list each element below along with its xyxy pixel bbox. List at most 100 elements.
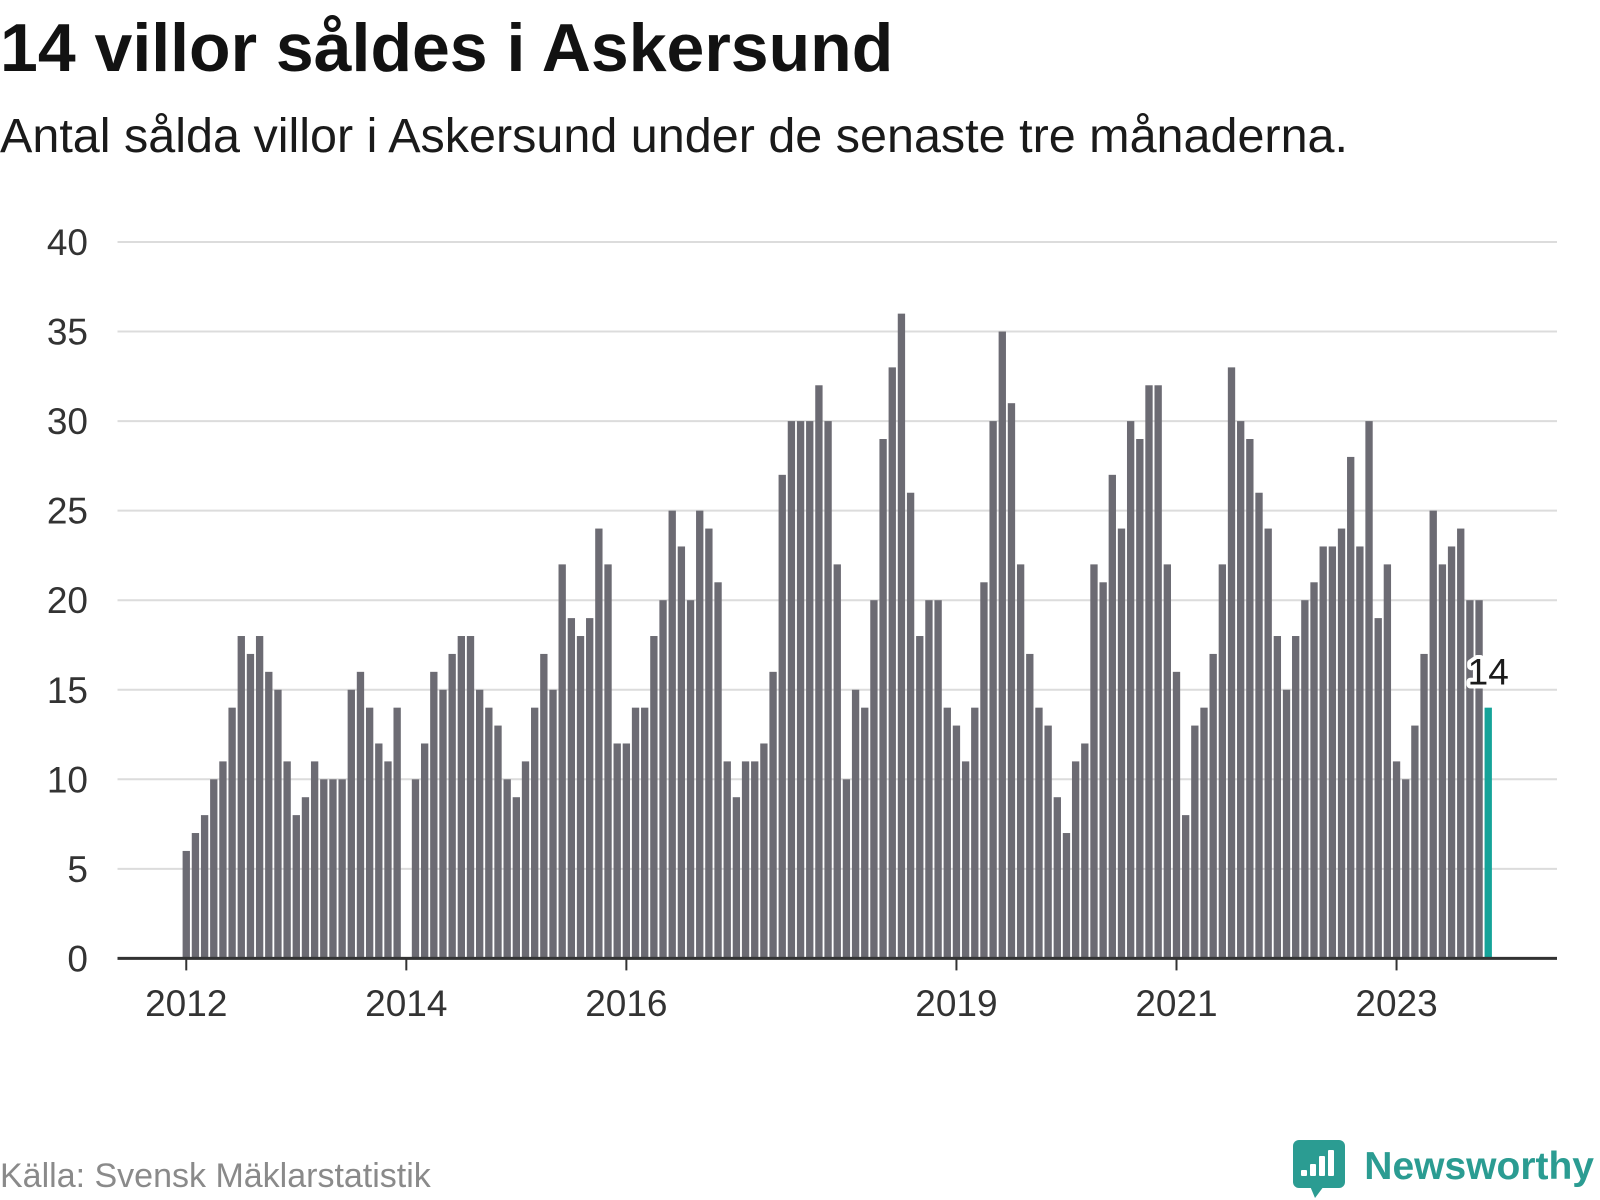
bar (1337, 528, 1346, 959)
bar (1016, 564, 1025, 959)
bar (1145, 385, 1153, 959)
x-tick-label: 2016 (585, 983, 667, 1024)
x-tick-label: 2014 (365, 983, 447, 1024)
bar (1438, 564, 1447, 959)
bar (558, 564, 566, 959)
bar (650, 636, 658, 959)
bar (888, 367, 896, 959)
bar (1475, 600, 1483, 959)
bar (1402, 779, 1410, 959)
bar (1246, 439, 1254, 959)
bar (604, 564, 612, 959)
bar (925, 600, 933, 959)
bar (824, 421, 832, 959)
bar (356, 671, 365, 959)
bar (1255, 492, 1263, 959)
bar (842, 779, 851, 959)
bar (475, 689, 484, 959)
bar (723, 761, 731, 959)
bar (751, 761, 759, 959)
bar (1007, 403, 1016, 959)
bar (1392, 761, 1401, 959)
bar (310, 761, 319, 959)
bar (1044, 725, 1052, 959)
bar (200, 815, 209, 959)
bar (1053, 797, 1061, 959)
y-axis: 0 5 10 15 20 25 30 35 40 (47, 222, 88, 979)
bar (732, 797, 741, 959)
bar (833, 564, 841, 959)
bar (1071, 761, 1080, 959)
chart-title: 14 villor såldes i Askersund (0, 10, 894, 86)
bar (420, 743, 429, 959)
bar (989, 421, 997, 959)
bar (870, 600, 878, 959)
bar (338, 779, 346, 959)
bar (595, 528, 603, 959)
bar (760, 743, 768, 959)
bar (1429, 510, 1437, 959)
y-tick-label: 5 (67, 849, 88, 890)
bar (1108, 474, 1116, 959)
bar (512, 797, 521, 959)
bar (503, 779, 511, 959)
bar (219, 761, 227, 959)
bar (1292, 636, 1300, 959)
bar (714, 582, 722, 959)
bar (329, 779, 337, 959)
bar (916, 636, 924, 959)
bar (531, 707, 539, 959)
bar (677, 546, 686, 959)
bar (411, 779, 420, 959)
bar (430, 671, 438, 959)
bar (384, 761, 392, 959)
x-tick-label: 2023 (1355, 983, 1437, 1024)
bar (696, 510, 704, 959)
bar (1200, 707, 1208, 959)
logo-dot (1301, 1170, 1307, 1176)
bar (1136, 439, 1144, 959)
bar (980, 582, 988, 959)
bar (301, 797, 310, 959)
bar (1181, 815, 1190, 959)
y-tick-label: 30 (47, 401, 88, 442)
bar (1374, 618, 1382, 959)
brand-name: Newsworthy (1364, 1145, 1594, 1188)
bar (1282, 689, 1291, 959)
bar (567, 618, 576, 959)
bar (668, 510, 676, 959)
bar (283, 761, 291, 959)
bar (466, 636, 475, 959)
logo-bar (1328, 1150, 1334, 1176)
bar (705, 528, 713, 959)
bar (494, 725, 502, 959)
bar (375, 743, 383, 959)
bar (1035, 707, 1043, 959)
bar (1026, 653, 1034, 959)
y-tick-label: 35 (47, 312, 88, 353)
bar (1117, 528, 1126, 959)
bar (1420, 653, 1428, 959)
bar (686, 600, 695, 959)
newsworthy-logo-icon (1293, 1140, 1345, 1198)
bar (1273, 636, 1282, 959)
x-tick-label: 2019 (915, 983, 997, 1024)
source-note: Källa: Svensk Mäklarstatistik (0, 1157, 431, 1195)
bar (347, 689, 355, 959)
bar (439, 689, 447, 959)
bar (292, 815, 300, 959)
bar (806, 421, 814, 959)
bar (182, 850, 190, 959)
bar (1466, 600, 1474, 959)
bar (1062, 833, 1071, 959)
bar (1154, 385, 1162, 959)
highlight-value-label: 14 (1468, 652, 1509, 693)
bar (1218, 564, 1227, 959)
bar (998, 331, 1006, 959)
bar (586, 618, 594, 959)
bar (1126, 421, 1135, 959)
x-tick-label: 2021 (1135, 983, 1217, 1024)
bar (952, 725, 961, 959)
bar (971, 707, 979, 959)
bar (521, 761, 530, 959)
